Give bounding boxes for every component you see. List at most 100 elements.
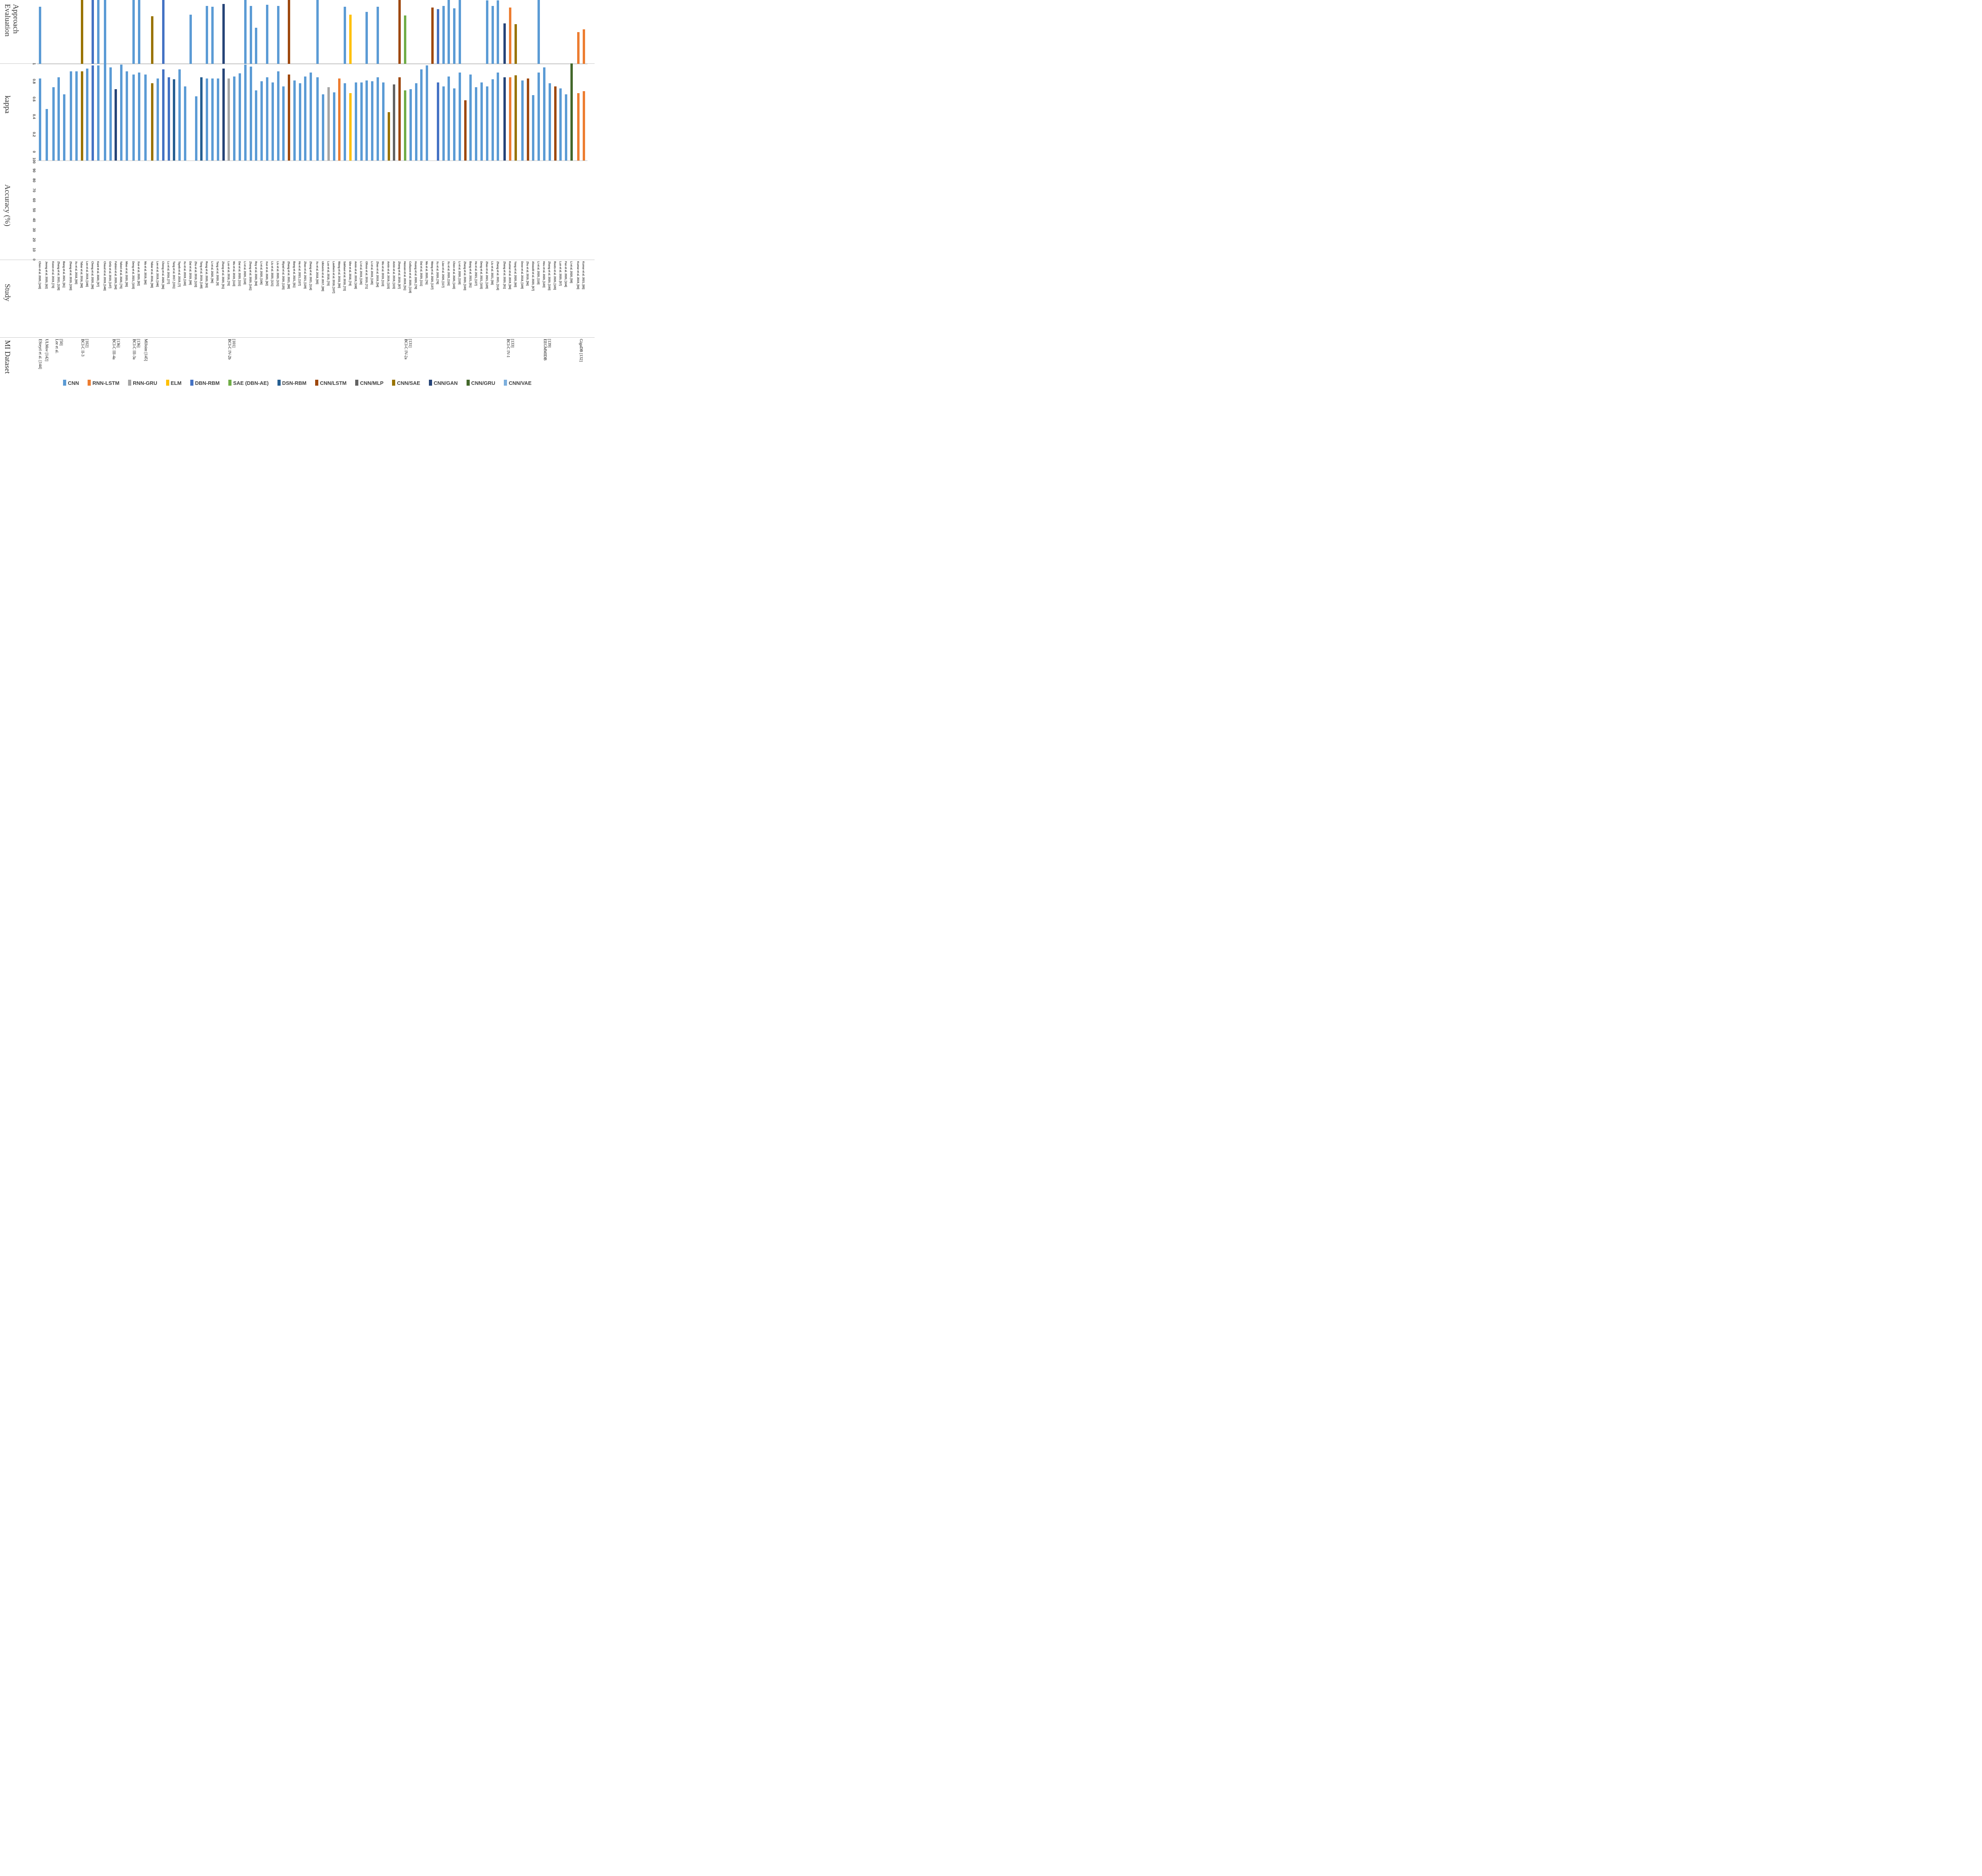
- study-label: Collazos et al. 2020, [119]: [408, 261, 411, 293]
- accuracy-tick-label: 90: [32, 168, 36, 173]
- accuracy-tick-label: 80: [32, 178, 36, 183]
- legend-item: CNN/VAE: [504, 380, 532, 386]
- study-label: Xu et al. 2018, [65]: [316, 261, 319, 284]
- study-label: Dose et al. 2018, [109]: [520, 261, 523, 289]
- accuracy-bar: [532, 95, 535, 161]
- kappa-bar: [103, 0, 106, 64]
- accuracy-bar: [173, 79, 176, 161]
- accuracy-bar: [167, 77, 170, 161]
- dataset-label: BCI-C II-3 [102]: [80, 339, 89, 357]
- accuracy-bar: [200, 77, 203, 161]
- kappa-bar: [211, 6, 214, 64]
- kappa-bar: [189, 14, 192, 64]
- accuracy-bar: [97, 65, 99, 161]
- kappa-bar: [538, 0, 540, 64]
- kappa-bar: [316, 0, 319, 64]
- study-label: Hassan et al. 2019, [51]: [403, 261, 406, 291]
- accuracy-bar: [387, 112, 390, 161]
- accuracy-bar: [125, 71, 128, 161]
- study-label: Li et al. 2020, [118]: [537, 261, 540, 285]
- accuracy-bar: [162, 69, 165, 161]
- study-label: Zhang et al. 2020, [100]: [463, 261, 466, 291]
- dataset-label: ULMov [142]: [44, 339, 49, 361]
- legend-item: RNN-LSTM: [88, 380, 119, 386]
- study-label: Rong et al. 2020, [93]: [205, 261, 208, 288]
- legend-label: CNN/LSTM: [320, 380, 347, 386]
- accuracy-bar: [216, 78, 219, 161]
- accuracy-bar: [409, 89, 412, 161]
- accuracy-bar: [244, 64, 247, 161]
- accuracy-bar: [238, 73, 241, 161]
- study-label: Alwasiti et al. 2020, [67]: [531, 261, 534, 291]
- accuracy-bar: [543, 67, 545, 161]
- legend-label: CNN: [68, 380, 79, 386]
- kappa-bar: [132, 0, 135, 64]
- study-label: Zhang et al. 2020, [91]: [221, 261, 224, 289]
- kappa-bar: [448, 0, 450, 64]
- study-label: Xue et al. 2020, [82]: [265, 261, 268, 286]
- study-label: Zhang et al. 2019, [87]: [398, 261, 401, 289]
- study-label: Sakhavi et al. 2018, [72]: [343, 261, 346, 291]
- kappa-tick-label: 1: [32, 63, 36, 65]
- study-label: Amin et al. 2019, [108]: [354, 261, 357, 289]
- kappa-tick-label: 0.2: [32, 132, 36, 137]
- legend-item: CNN/LSTM: [315, 380, 346, 386]
- kappa-tick-label: 0: [32, 151, 36, 153]
- accuracy-bar: [453, 88, 456, 161]
- accuracy-bar: [327, 87, 330, 161]
- accuracy-bar: [211, 78, 214, 161]
- kappa-bar: [349, 14, 352, 64]
- study-label: Kant et al. 2020, [97]: [96, 261, 99, 287]
- legend-swatch: [392, 380, 396, 386]
- kappa-tick-label: 0.8: [32, 79, 36, 84]
- study-label: Tayeb et al. 2019, [7]: [178, 261, 181, 287]
- study-label: Tang et al. 2017, [151]: [172, 261, 175, 289]
- mi-dataset-axis-title: MI Dataset: [3, 340, 11, 374]
- legend-item: CNN/GRU: [466, 380, 495, 386]
- kappa-bar: [514, 24, 517, 64]
- accuracy-bar: [184, 86, 186, 161]
- kappa-bar: [442, 6, 445, 64]
- accuracy-bar: [92, 65, 94, 161]
- kappa-bar: [497, 0, 499, 64]
- study-axis-title: Study: [3, 284, 11, 302]
- study-label: Liu et al. 2021, [58]: [490, 261, 494, 285]
- legend-swatch: [63, 380, 67, 386]
- accuracy-bar: [354, 82, 357, 161]
- accuracy-bar: [559, 88, 562, 161]
- accuracy-bar: [228, 78, 230, 161]
- kappa-axis-gutter: kappa 0 0.2 0.4 0.6 0.8 1: [0, 63, 37, 153]
- accuracy-band: Accuracy (%) 0 10 20 30 40 50 60 70 80 90 100: [0, 62, 595, 261]
- accuracy-bar: [63, 94, 66, 161]
- kappa-bar: [80, 0, 83, 64]
- study-label: Tang et al. 2019, [149]: [199, 261, 203, 289]
- accuracy-axis-title: Accuracy (%): [3, 184, 11, 227]
- study-label: Zhang et al. 2021, [114]: [309, 261, 312, 290]
- study-label: She et al. 2018, [74]: [348, 261, 351, 286]
- accuracy-bar: [69, 71, 72, 161]
- kappa-bar: [458, 0, 461, 64]
- accuracy-bar: [57, 77, 60, 161]
- legend-swatch: [315, 380, 319, 386]
- study-label: Miao et al. 2020, [95]: [124, 261, 128, 287]
- accuracy-bar: [120, 64, 123, 161]
- legend-item: CNN/MLP: [355, 380, 383, 386]
- kappa-bar: [404, 15, 406, 64]
- accuracy-bar: [526, 78, 529, 161]
- accuracy-bar: [475, 87, 478, 161]
- legend-swatch: [88, 380, 91, 386]
- study-label: Zhu et al. 2019, [56]: [526, 261, 529, 286]
- study-label: Li et al. 2020, [118]: [243, 261, 246, 285]
- kappa-bar: [376, 6, 379, 64]
- study-label: Jeong et al. 2020, [62]: [44, 261, 48, 289]
- kappa-bar: [92, 0, 94, 64]
- kappa-bar: [503, 23, 506, 64]
- accuracy-bar: [415, 83, 417, 161]
- accuracy-bar: [310, 72, 312, 161]
- accuracy-bar: [115, 89, 117, 161]
- study-label: Xu et al. 2020, [116]: [447, 261, 450, 286]
- accuracy-bar: [491, 79, 494, 161]
- evaluation-approach-band: Evaluation Approach HO (70 : 30)HO (80 :…: [0, 0, 595, 64]
- kappa-bar: [453, 8, 456, 64]
- study-label: Luo et al. 2018, [70]: [326, 261, 329, 286]
